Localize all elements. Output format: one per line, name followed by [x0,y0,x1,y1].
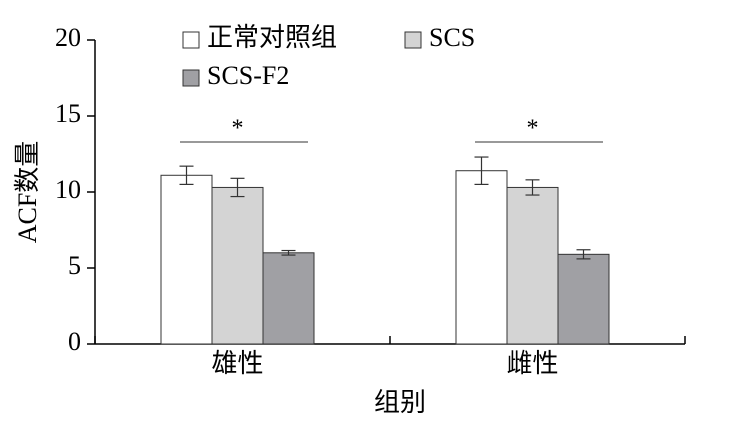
y-tick-label: 15 [55,99,81,128]
bar [160,174,213,345]
bar [557,253,610,345]
x-tick-label: 雄性 [211,349,263,378]
y-tick-label: 20 [55,23,81,52]
legend-label: SCS-F2 [207,61,289,90]
y-tick-label: 5 [68,251,81,280]
legend-swatch [182,69,200,87]
legend-label: 正常对照组 [207,23,337,52]
annotation: * [527,116,539,142]
annotation: * [232,116,244,142]
bar [262,252,315,345]
x-tick-label: 雌性 [506,349,558,378]
legend-label: SCS [429,23,475,52]
y-axis-label: ACF数量 [13,141,42,244]
bar [211,186,264,345]
legend-swatch [182,31,200,49]
legend-swatch [404,31,422,49]
bar [506,186,559,345]
y-tick-label: 10 [55,175,81,204]
bar [455,170,508,345]
x-axis-label: 组别 [374,388,426,417]
y-tick-label: 0 [68,327,81,356]
